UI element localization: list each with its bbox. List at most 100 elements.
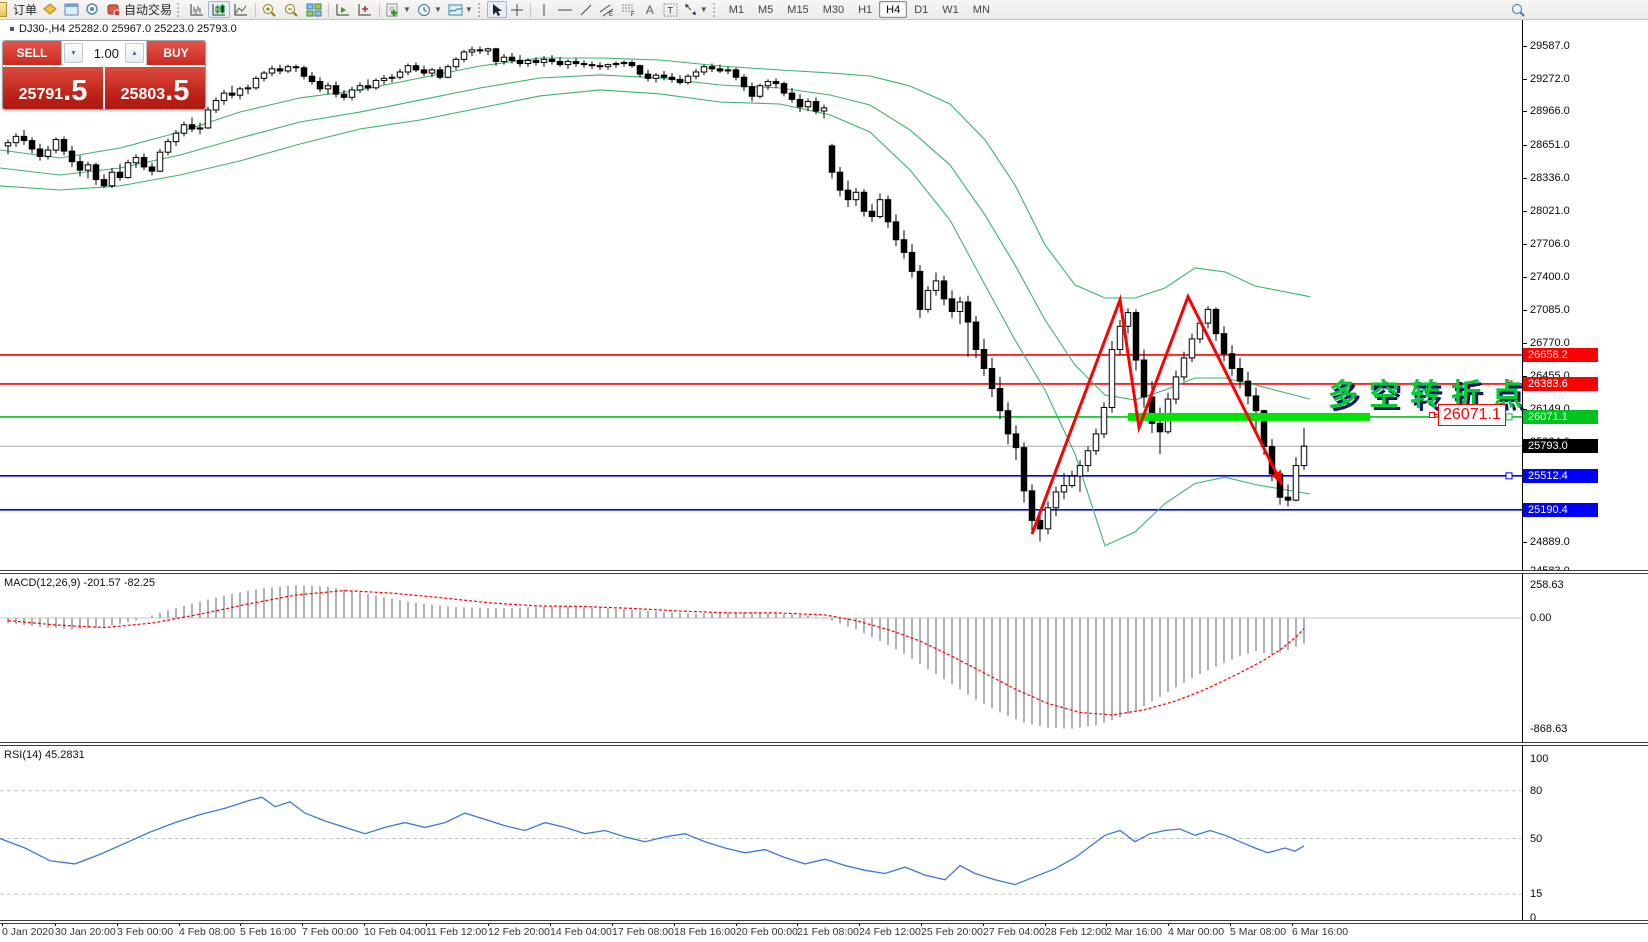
candle-body <box>388 76 396 79</box>
line-chart-mode-button[interactable] <box>230 1 252 18</box>
candle-body <box>1108 348 1116 409</box>
sell-button[interactable]: SELL <box>3 41 61 65</box>
buy-button[interactable]: BUY <box>147 41 205 65</box>
chart-window-button[interactable] <box>61 1 82 18</box>
fibonacci-tool-button[interactable]: F <box>618 1 640 18</box>
date-tick-mark <box>1230 922 1231 926</box>
arrows-tool-button[interactable]: ▼ <box>681 1 711 18</box>
add-indicator-window-button[interactable] <box>354 1 376 18</box>
candle-body <box>860 191 868 212</box>
candle-body <box>556 60 564 66</box>
timeframe-m5[interactable]: M5 <box>758 3 774 16</box>
price-tick: 28336.0 <box>1530 172 1570 184</box>
date-label: 25 Feb 20:00 <box>921 926 983 938</box>
candle-body <box>540 58 548 63</box>
line-handle[interactable] <box>1505 380 1513 388</box>
timeframe-w1[interactable]: W1 <box>942 3 959 16</box>
timeframe-d1[interactable]: D1 <box>914 3 929 16</box>
signal-button[interactable] <box>82 1 103 18</box>
clipped-order-icon <box>0 2 7 17</box>
candle-body <box>396 71 404 78</box>
date-label: 30 Jan 20:00 <box>55 926 116 938</box>
zoom-in-icon <box>263 3 276 17</box>
trendline-tool-button[interactable] <box>576 1 596 18</box>
search-button[interactable] <box>1508 1 1530 18</box>
candle-body <box>1140 359 1148 398</box>
level-price-tag[interactable]: 26071.1 <box>1429 404 1506 426</box>
horizontal-line-tool-button[interactable] <box>554 1 576 18</box>
auto-trading-label: 自动交易 <box>124 3 173 17</box>
templates-menu-button[interactable]: ▼ <box>445 1 476 18</box>
zoom-in-button[interactable] <box>259 1 281 18</box>
candle-body <box>796 98 804 108</box>
date-tick-mark <box>240 922 241 926</box>
date-label: 20 Feb 00:00 <box>736 926 798 938</box>
macd-layer <box>0 585 1522 729</box>
candle-body <box>500 56 508 62</box>
candle-body <box>1052 491 1060 509</box>
price-tick-mark <box>1522 542 1527 543</box>
tile-windows-button[interactable] <box>303 1 325 18</box>
vertical-line-tool-button[interactable] <box>534 1 554 18</box>
price-tick: 28966.0 <box>1530 105 1570 117</box>
svg-text:E: E <box>609 12 613 17</box>
timeframe-h1[interactable]: H1 <box>858 3 873 16</box>
volume-value[interactable]: 1.00 <box>93 45 119 61</box>
bar-chart-mode-button[interactable] <box>186 1 208 18</box>
zoom-out-button[interactable] <box>281 1 303 18</box>
trend-zigzag-annotation[interactable] <box>1030 292 1284 535</box>
text-label-tool-button[interactable]: T <box>660 1 681 18</box>
price-label-25190.4: 25190.4 <box>1523 503 1598 517</box>
line-handle[interactable] <box>1505 413 1513 421</box>
date-label: 2 Mar 16:00 <box>1106 926 1163 938</box>
candle-body <box>1012 433 1020 449</box>
buy-price-panel[interactable]: 25803.5 <box>105 67 205 109</box>
main-macd-splitter[interactable] <box>0 570 1648 574</box>
auto-trading-button[interactable]: 自动交易 <box>103 1 175 18</box>
candle-body <box>580 63 588 66</box>
indicators-menu-button[interactable]: ▼ <box>383 1 414 18</box>
candle-body <box>996 388 1004 412</box>
timeframe-m30[interactable]: M30 <box>822 3 845 16</box>
date-label: 27 Feb 04:00 <box>983 926 1045 938</box>
arrows-menu-caret: ▼ <box>699 5 708 14</box>
line-handle[interactable] <box>1505 472 1513 480</box>
timeframe-mn[interactable]: MN <box>972 3 990 16</box>
candle-body <box>148 166 156 172</box>
macd-rsi-splitter[interactable] <box>0 742 1648 746</box>
candle-body <box>964 301 972 323</box>
fibonacci-icon: F <box>621 4 635 17</box>
sell-price-panel[interactable]: 25791.5 <box>3 67 103 109</box>
volume-increase-button[interactable]: ▲ <box>125 43 144 63</box>
cursor-tool-button[interactable] <box>486 1 507 18</box>
new-order-button[interactable] <box>40 1 61 18</box>
crosshair-tool-button[interactable] <box>507 1 527 18</box>
date-label: 18 Feb 16:00 <box>674 926 736 938</box>
candle-body <box>108 171 116 187</box>
candle-body <box>1100 407 1108 435</box>
candle-body <box>44 149 52 157</box>
timeframe-m15[interactable]: M15 <box>787 3 809 16</box>
channel-tool-button[interactable]: E <box>596 1 618 18</box>
text-tool-button[interactable]: A <box>645 2 654 17</box>
candle-body <box>916 270 924 310</box>
date-tick-mark <box>1292 922 1293 926</box>
candle-body <box>732 69 740 78</box>
candle-body <box>412 65 420 71</box>
bollinger-upper-band <box>0 57 1311 299</box>
rsi-dateaxis-splitter[interactable] <box>0 920 1648 924</box>
indicator-window-button[interactable] <box>332 1 354 18</box>
volume-decrease-button[interactable]: ▼ <box>64 43 83 63</box>
periods-menu-button[interactable]: ▼ <box>414 1 445 18</box>
candlestick-mode-button[interactable] <box>208 1 231 18</box>
date-tick-mark <box>364 922 365 926</box>
auto-trading-icon <box>107 4 121 16</box>
candle-body <box>772 80 780 85</box>
order-button[interactable]: 订单 <box>7 1 40 18</box>
candle-body <box>68 150 76 163</box>
timeframe-m1[interactable]: M1 <box>728 3 744 16</box>
timeframe-h4[interactable]: H4 <box>879 1 908 18</box>
candle-body <box>1060 485 1068 493</box>
candle-body <box>476 49 484 52</box>
